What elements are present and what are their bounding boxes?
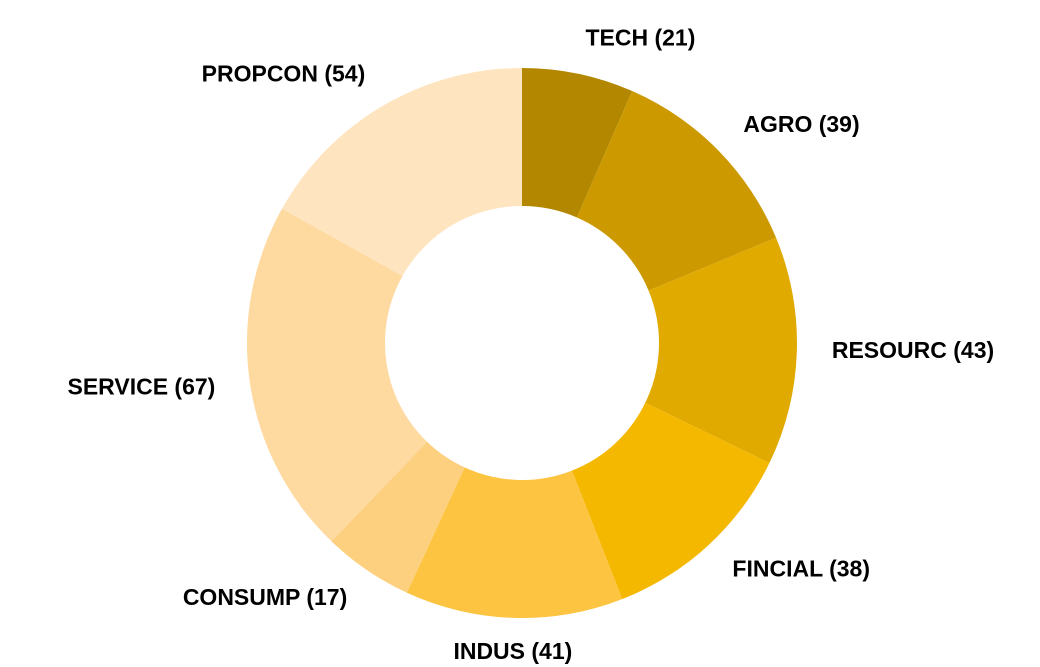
- donut-slice: [576, 91, 777, 291]
- donut-slice: [406, 467, 623, 619]
- donut-slice: [282, 68, 522, 277]
- donut-slice: [331, 441, 465, 593]
- slice-label: INDUS (41): [453, 638, 572, 664]
- slice-label: PROPCON (54): [202, 61, 366, 87]
- donut-slice: [246, 208, 428, 542]
- slice-label: FINCIAL (38): [732, 556, 870, 582]
- slice-label: RESOURC (43): [832, 337, 994, 363]
- donut-slice: [522, 68, 633, 218]
- slice-label: AGRO (39): [743, 111, 859, 137]
- slice-label: CONSUMP (17): [183, 584, 347, 610]
- donut-slice: [645, 237, 797, 464]
- donut-slice: [571, 402, 770, 600]
- slice-label: TECH (21): [585, 25, 695, 51]
- slice-label: SERVICE (67): [67, 374, 215, 400]
